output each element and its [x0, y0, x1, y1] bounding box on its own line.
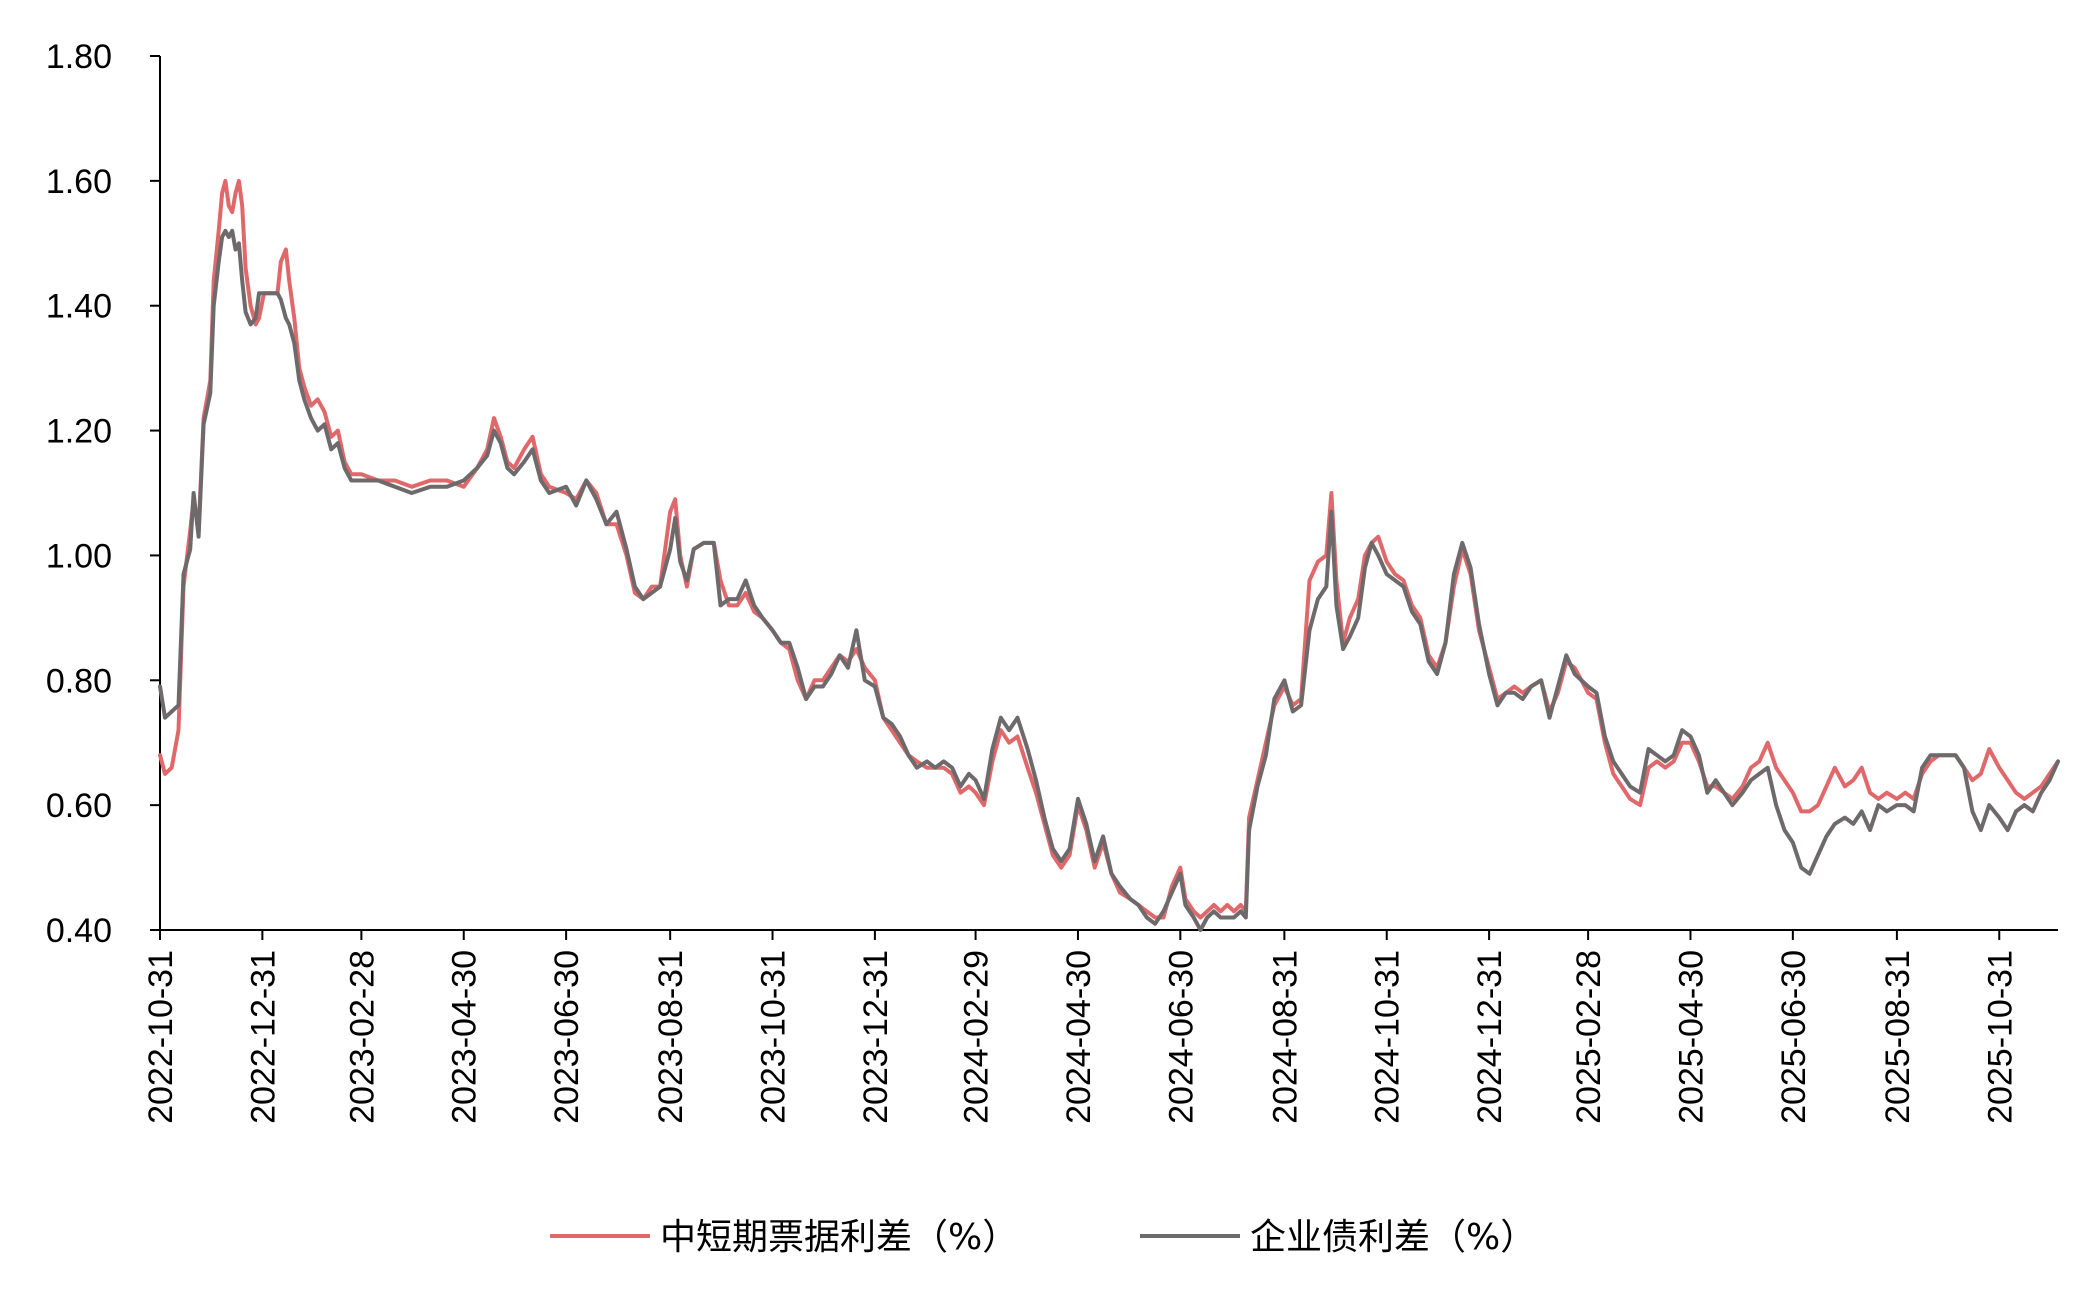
series-line-1 [158, 178, 2060, 920]
y-axis: 0.40 0.60 0.80 1.00 1.20 1.40 1.60 1.80 [46, 38, 161, 950]
x-tick-label: 2025-02-28 [1570, 950, 1608, 1124]
y-tick-label: 1.80 [46, 38, 112, 76]
x-tick-label: 2024-06-30 [1162, 950, 1200, 1124]
y-tick-label: 1.60 [46, 163, 112, 201]
x-tick-label: 2023-10-31 [755, 950, 793, 1124]
legend: 中短期票据利差（%） 企业债利差（%） [550, 1217, 1536, 1258]
y-tick-label: 1.20 [46, 413, 112, 451]
x-tick-label: 2024-10-31 [1369, 950, 1407, 1124]
x-tick-label: 2023-06-30 [548, 950, 586, 1124]
x-tick-label: 2023-04-30 [446, 950, 484, 1124]
x-tick-label: 2024-12-31 [1471, 950, 1509, 1124]
legend-label-2: 企业债利差（%） [1250, 1217, 1536, 1258]
series-lines [158, 178, 2060, 932]
series-line-2 [158, 228, 2060, 932]
x-tick-label: 2024-04-30 [1060, 950, 1098, 1124]
x-tick-label: 2025-08-31 [1879, 950, 1917, 1124]
x-tick-label: 2025-04-30 [1672, 950, 1710, 1124]
x-axis: 2022-10-31 2022-12-31 2023-02-28 2023-04-30… [142, 929, 2058, 1124]
y-tick-label: 0.40 [46, 912, 112, 950]
y-tick-label: 0.80 [46, 662, 112, 700]
x-tick-label: 2024-02-29 [958, 950, 996, 1124]
x-tick-label: 2024-08-31 [1266, 950, 1304, 1124]
x-tick-label: 2023-12-31 [857, 950, 895, 1124]
legend-label-1: 中短期票据利差（%） [660, 1217, 1018, 1258]
y-tick-label: 1.40 [46, 288, 112, 326]
x-tick-label: 2022-10-31 [142, 950, 180, 1124]
x-tick-label: 2023-02-28 [343, 950, 381, 1124]
x-tick-label: 2022-12-31 [244, 950, 282, 1124]
y-tick-label: 0.60 [46, 787, 112, 825]
y-tick-label: 1.00 [46, 537, 112, 575]
x-tick-label: 2025-06-30 [1775, 950, 1813, 1124]
x-tick-label: 2025-10-31 [1981, 950, 2019, 1124]
x-tick-label: 2023-08-31 [652, 950, 690, 1124]
